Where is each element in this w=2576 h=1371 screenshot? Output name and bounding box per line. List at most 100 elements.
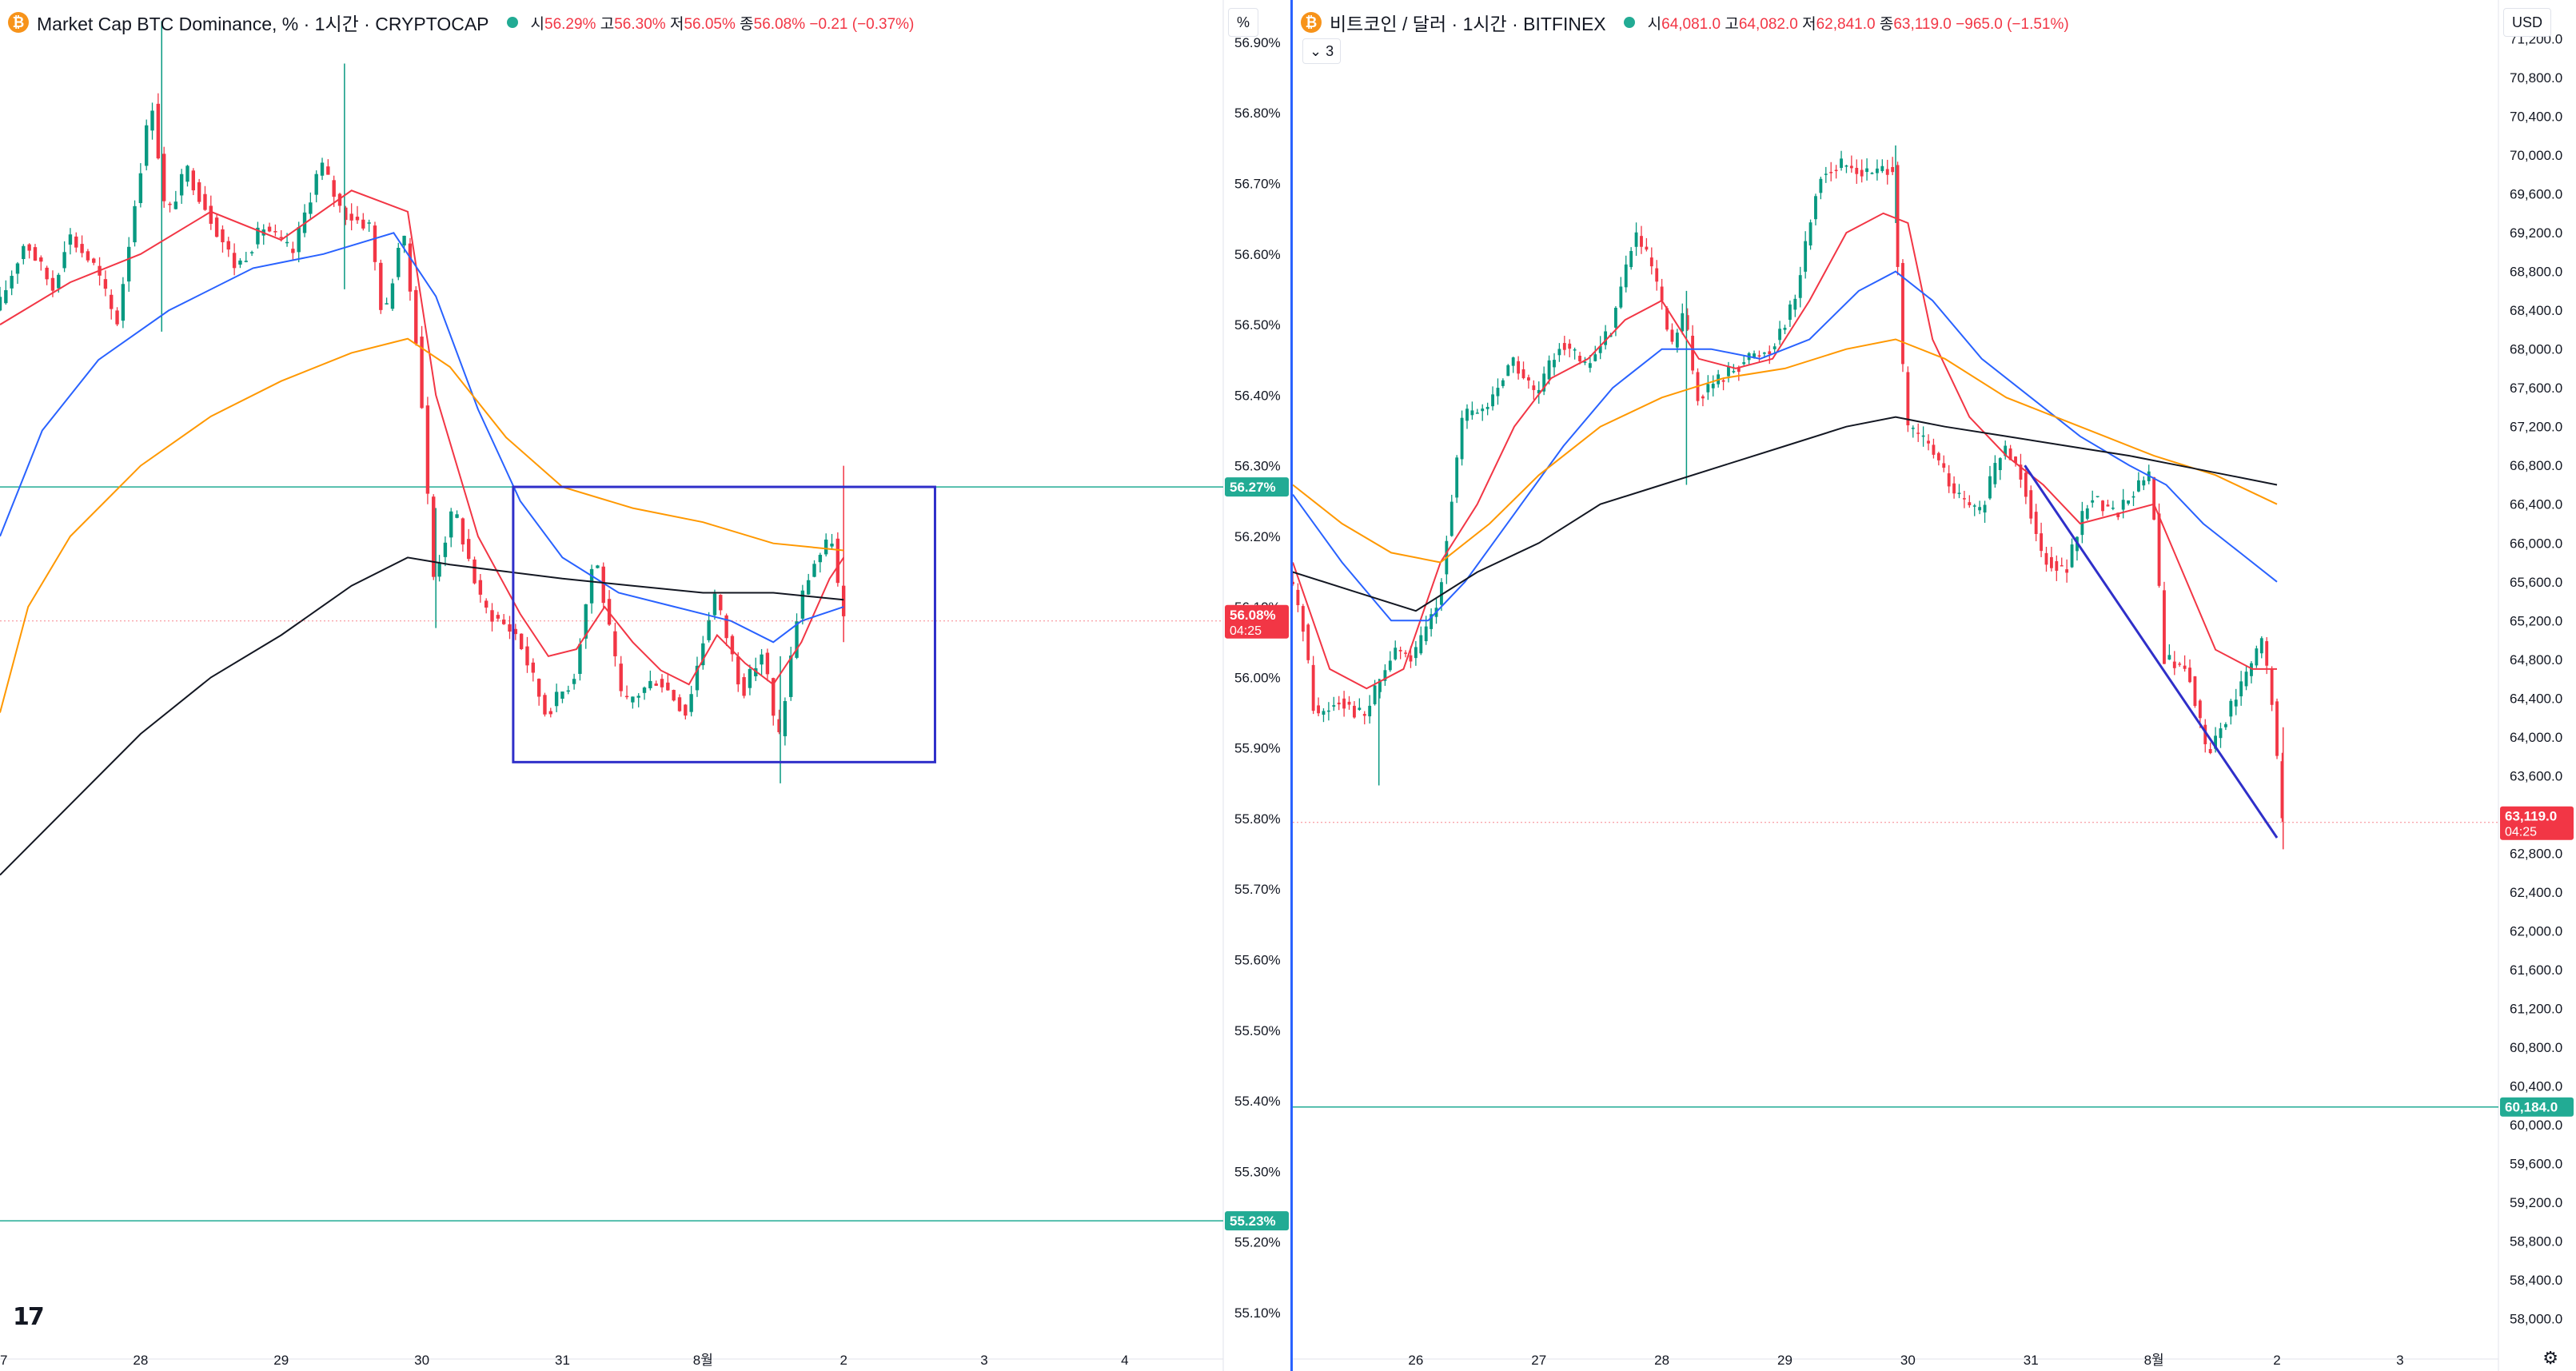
candle-body (1368, 705, 1372, 717)
candle-body (2116, 512, 2120, 517)
candle-body (2101, 500, 2104, 512)
time-tick-label: 3 (980, 1353, 987, 1368)
candle-body (484, 600, 488, 608)
candle-body (33, 247, 38, 261)
candle-body (2270, 668, 2274, 705)
candle-body (501, 620, 506, 624)
candlestick-group (0, 21, 846, 783)
btcusd-chart-pane[interactable]: 71,200.0 70,800.0 70,400.0 70,000.0 69,600.0… (1293, 0, 2576, 1371)
candle-body (57, 274, 61, 289)
candle-body (513, 628, 518, 635)
candle-body (1706, 384, 1710, 393)
candle-body (1681, 313, 1685, 332)
candle-body (2014, 456, 2017, 464)
candle-body (1409, 655, 1413, 662)
last-price-timer: 04:25 (1230, 624, 1262, 638)
price-tick-label: 62,400.0 (2510, 885, 2562, 900)
candle-body (2198, 700, 2202, 719)
dominance-title[interactable]: Market Cap BTC Dominance, % · 1시간 · CRYP… (37, 14, 489, 34)
candle-body (461, 518, 465, 545)
candle-body (1701, 396, 1705, 399)
candle-body (1978, 507, 1982, 511)
candle-body (2259, 638, 2263, 654)
btcusd-title[interactable]: 비트코인 / 달러 · 1시간 · BITFINEX (1330, 14, 1606, 34)
candle-body (92, 258, 96, 263)
price-tick-label: 66,400.0 (2510, 497, 2562, 512)
candle-body (2085, 508, 2089, 519)
price-tick-label: 56.60% (1234, 247, 1281, 262)
candle-body (1911, 428, 1915, 429)
candle-body (156, 103, 161, 159)
candle-body (613, 631, 617, 656)
candle-body (1844, 165, 1848, 167)
candle-body (719, 595, 723, 611)
moving-average-line (0, 189, 845, 686)
candle-body (1778, 329, 1782, 341)
level-price-label: 56.27% (1230, 480, 1276, 495)
candle-body (2219, 728, 2223, 739)
price-tick-label: 64,400.0 (2510, 691, 2562, 706)
candle-body (115, 310, 119, 325)
candle-body (337, 193, 342, 206)
range-box-drawing (512, 485, 936, 763)
time-tick-label: 3 (2396, 1353, 2403, 1368)
candle-body (543, 695, 547, 715)
candle-body (332, 180, 336, 197)
candle-body (672, 690, 676, 701)
candle-body (267, 226, 272, 232)
candle-body (1993, 463, 1997, 484)
candle-body (1419, 635, 1423, 654)
candle-body (1326, 710, 1330, 712)
candle-body (2065, 569, 2069, 573)
time-tick-label: 29 (273, 1353, 289, 1368)
candle-body (1814, 196, 1817, 220)
candle-body (45, 267, 49, 280)
candle-body (660, 679, 664, 687)
dominance-chart[interactable]: 56.90% 56.80% 56.70% 56.60% 56.50% 56.40% 56.3… (0, 0, 1290, 1371)
time-tick-label: 2 (2273, 1353, 2280, 1368)
tradingview-logo[interactable]: 𝟭𝟳 (13, 1304, 45, 1330)
candle-body (349, 213, 353, 221)
candle-body (1481, 409, 1485, 412)
candle-body (2214, 735, 2218, 749)
dominance-unit-selector[interactable]: % (1228, 8, 1259, 37)
candle-body (420, 337, 424, 409)
candle-body (320, 162, 325, 176)
btcusd-chart[interactable]: 71,200.070,800.070,400.070,000.069,600.0… (1293, 0, 2576, 1371)
indicator-toggle-button[interactable]: ⌄ 3 (1302, 38, 1342, 64)
candle-body (1962, 498, 1966, 500)
candle-body (249, 252, 254, 253)
candle-body (1358, 707, 1362, 710)
candle-body (1860, 169, 1864, 177)
dominance-chart-pane[interactable]: 56.90% 56.80% 56.70% 56.60% 56.50% 56.40% 56.3… (0, 0, 1290, 1371)
candle-body (2193, 676, 2197, 707)
candle-body (1824, 173, 1828, 175)
time-tick-label: 28 (133, 1353, 148, 1368)
price-tick-label: 56.70% (1234, 177, 1281, 192)
btcusd-unit-selector[interactable]: USD (2503, 8, 2552, 37)
candle-body (238, 260, 242, 265)
price-tick-label: 56.90% (1234, 35, 1281, 50)
candle-body (2111, 508, 2115, 509)
candle-body (285, 241, 289, 244)
candle-body (1685, 315, 1689, 330)
candle-body (2275, 701, 2279, 756)
candle-body (1968, 502, 1972, 506)
indicator-count: 3 (1326, 43, 1334, 59)
candle-body (648, 680, 652, 688)
price-tick-label: 55.80% (1234, 811, 1281, 827)
settings-gear-icon[interactable]: ⚙ (2542, 1348, 2558, 1368)
moving-average-line (0, 556, 844, 876)
candle-body (1424, 626, 1428, 642)
candle-body (1711, 384, 1715, 389)
candle-body (256, 227, 260, 245)
candle-body (1593, 354, 1597, 361)
candle-body (390, 283, 395, 309)
candle-body (1880, 165, 1884, 172)
candle-body (1583, 361, 1587, 363)
price-tick-label: 68,800.0 (2510, 265, 2562, 280)
candle-body (2019, 464, 2023, 480)
candle-body (467, 539, 471, 560)
candle-body (2029, 490, 2033, 519)
pane-divider[interactable] (1290, 0, 1293, 1371)
